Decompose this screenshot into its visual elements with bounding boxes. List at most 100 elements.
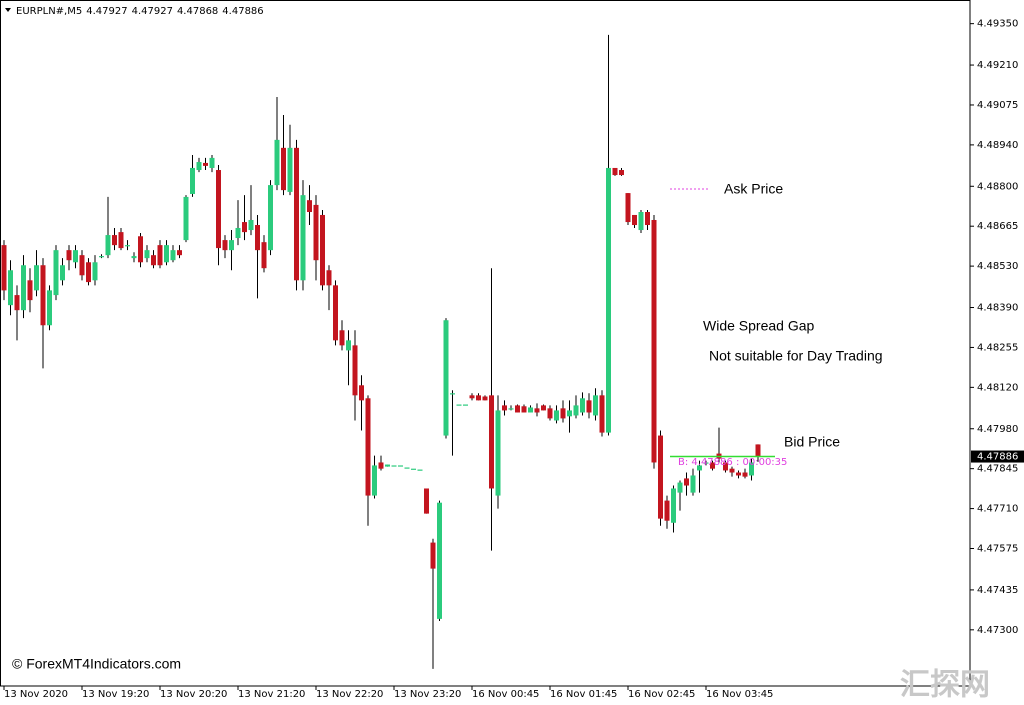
watermark: © ForexMT4Indicators.com xyxy=(12,656,181,672)
header-high: 4.47927 xyxy=(132,6,173,17)
candle-body xyxy=(391,465,397,467)
candle-body xyxy=(372,465,377,496)
candle-body xyxy=(242,222,247,233)
candle-body xyxy=(450,393,455,395)
candle-body xyxy=(651,219,657,463)
candle-body xyxy=(209,157,215,168)
candle-body xyxy=(216,170,221,249)
candle-body xyxy=(268,185,273,251)
candle-body xyxy=(411,468,416,470)
annotation: Not suitable for Day Trading xyxy=(709,348,883,364)
header-low: 4.47868 xyxy=(177,6,218,17)
x-tick-label: 13 Nov 19:20 xyxy=(82,689,149,700)
candle-body xyxy=(404,467,410,469)
candle-body xyxy=(14,295,20,311)
candle-body xyxy=(463,404,468,406)
candle-body xyxy=(554,410,559,421)
candle-body xyxy=(417,469,423,471)
candle-body xyxy=(697,465,702,471)
candle-body xyxy=(560,408,566,419)
candle-body xyxy=(222,240,228,251)
candle-body xyxy=(365,398,371,496)
x-tick-label: 13 Nov 2020 xyxy=(4,689,68,700)
candle-body xyxy=(547,408,553,419)
candle-body xyxy=(664,500,670,521)
candle-body xyxy=(586,400,592,413)
candle-body xyxy=(300,195,306,281)
y-tick-label: 4.48940 xyxy=(977,140,1018,151)
candle-body xyxy=(398,465,403,467)
candle-body xyxy=(151,255,156,266)
candle-body xyxy=(755,444,761,457)
candle-body xyxy=(729,468,735,473)
y-tick-label: 4.48390 xyxy=(977,303,1018,314)
candle-body xyxy=(690,475,696,493)
x-tick-label: 16 Nov 01:45 xyxy=(550,689,617,700)
candle-body xyxy=(677,482,683,493)
candle-body xyxy=(521,406,527,413)
candle-body xyxy=(443,320,449,436)
chart-header: EURPLN#,M5 4.47927 4.47927 4.47868 4.47886 xyxy=(16,6,264,17)
candle-body xyxy=(515,405,520,413)
candle-body xyxy=(671,488,676,523)
candle-body xyxy=(99,256,104,258)
candle-body xyxy=(203,162,208,166)
candle-body xyxy=(456,404,462,406)
candle-body xyxy=(125,245,130,247)
candle-body xyxy=(619,170,624,176)
candle-body xyxy=(742,472,748,477)
candle-body xyxy=(21,265,26,311)
y-tick-label: 4.48665 xyxy=(977,221,1018,232)
y-tick-label: 4.49210 xyxy=(977,60,1018,71)
y-tick-label: 4.47300 xyxy=(977,625,1018,636)
y-tick-label: 4.49075 xyxy=(977,100,1018,111)
x-tick-label: 16 Nov 00:45 xyxy=(472,689,539,700)
candle-body xyxy=(703,462,709,464)
candle-body xyxy=(144,250,150,259)
candle-body xyxy=(599,395,605,433)
candle-body xyxy=(645,212,650,226)
candle-body xyxy=(339,330,345,346)
candle-body xyxy=(658,435,663,519)
header-open: 4.47927 xyxy=(86,6,127,17)
y-tick-label: 4.47845 xyxy=(977,464,1018,475)
candle-body xyxy=(60,265,65,281)
y-tick-label: 4.49350 xyxy=(977,19,1018,30)
candle-body xyxy=(749,462,754,476)
candle-body xyxy=(8,270,13,306)
candle-body xyxy=(34,265,39,291)
plot-frame xyxy=(0,0,971,687)
candle-body xyxy=(593,395,598,416)
candle-body xyxy=(196,162,202,171)
candle-body xyxy=(255,225,260,251)
candle-body xyxy=(1,245,7,291)
candle-body xyxy=(378,462,384,469)
header-arrow xyxy=(5,8,11,12)
candle-body xyxy=(430,542,436,569)
y-tick-label: 4.48800 xyxy=(977,181,1018,192)
y-tick-label: 4.48530 xyxy=(977,261,1018,272)
candle-body xyxy=(281,147,286,191)
candle-body xyxy=(482,396,488,401)
candle-body xyxy=(164,245,169,263)
x-tick-label: 16 Nov 03:45 xyxy=(706,689,773,700)
candle-body xyxy=(157,245,163,266)
candle-body xyxy=(27,280,33,301)
y-tick-label: 4.48255 xyxy=(977,342,1018,353)
x-tick-label: 13 Nov 20:20 xyxy=(160,689,227,700)
candle-body xyxy=(190,167,195,194)
candle-body xyxy=(424,488,429,514)
candle-body xyxy=(235,227,241,239)
candle-body xyxy=(684,478,689,486)
candle-body xyxy=(359,385,364,401)
candle-body xyxy=(138,236,143,263)
candle-body xyxy=(92,262,98,281)
y-tick-label: 4.48120 xyxy=(977,382,1018,393)
candle-body xyxy=(248,219,254,231)
site-mark: 汇探网 xyxy=(900,668,990,703)
y-tick-label: 4.47435 xyxy=(977,585,1018,596)
candle-body xyxy=(229,240,234,251)
candle-body xyxy=(489,395,494,489)
